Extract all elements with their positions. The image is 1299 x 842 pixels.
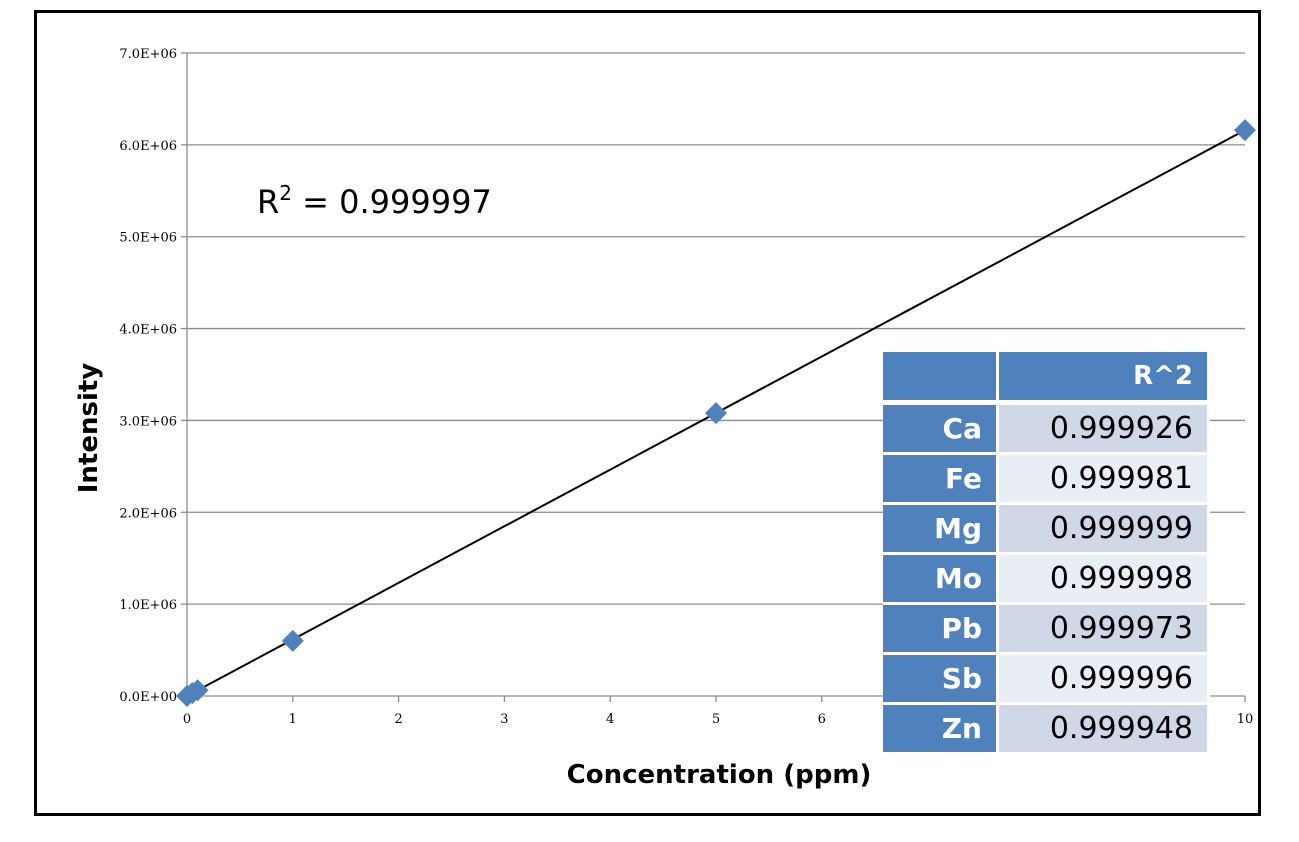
y-tick-label: 6.0E+06 [119, 139, 177, 154]
table-body: Ca 0.999926 Fe 0.999981 Mg 0.999999 Mo 0.999998… [883, 405, 1210, 755]
r-squared-annotation: R2 = 0.999997 [257, 181, 492, 221]
y-tick-label: 5.0E+06 [119, 231, 177, 246]
table-row-element: Zn [883, 705, 999, 755]
y-tick-labels: 0.0E+00 1.0E+06 2.0E+06 3.0E+06 4.0E+06 5.0E+… [119, 47, 177, 705]
table-row-value: 0.999926 [999, 405, 1210, 455]
x-tick-label: 6 [818, 712, 826, 727]
x-tick-label: 10 [1237, 712, 1254, 727]
table-row-element: Fe [883, 455, 999, 505]
table-row-value: 0.999948 [999, 705, 1210, 755]
x-tick-label: 4 [606, 712, 614, 727]
table-row-element: Pb [883, 605, 999, 655]
table-row: Fe 0.999981 [883, 455, 1210, 505]
x-axis-title: Concentration (ppm) [567, 760, 872, 790]
table-row-element: Mo [883, 555, 999, 605]
r-squared-value: = 0.999997 [292, 183, 492, 221]
x-tick-label: 0 [183, 712, 191, 727]
y-tick-label: 7.0E+06 [119, 47, 177, 62]
r-squared-label: R [257, 183, 279, 221]
table-row: Mg 0.999999 [883, 505, 1210, 555]
table-row: Zn 0.999948 [883, 705, 1210, 755]
table-row-value: 0.999996 [999, 655, 1210, 705]
table-corner-cell [883, 352, 999, 405]
y-tick-label: 3.0E+06 [119, 414, 177, 429]
table-row-element: Mg [883, 505, 999, 555]
table-row: Ca 0.999926 [883, 405, 1210, 455]
table-row: Mo 0.999998 [883, 555, 1210, 605]
table-row-element: Ca [883, 405, 999, 455]
y-tick-label: 1.0E+06 [119, 598, 177, 613]
x-tick-label: 2 [394, 712, 402, 727]
table-row: Pb 0.999973 [883, 605, 1210, 655]
table-row-value: 0.999981 [999, 455, 1210, 505]
r-squared-table: R^2 Ca 0.999926 Fe 0.999981 Mg 0.999999 Mo 0.99… [883, 352, 1210, 755]
y-tick-label: 2.0E+06 [119, 506, 177, 521]
data-point [1234, 119, 1256, 142]
table-header-r2: R^2 [999, 352, 1210, 405]
data-point [705, 402, 727, 425]
data-point [281, 629, 304, 652]
y-axis-title: Intensity [74, 363, 104, 494]
y-tick-label: 0.0E+00 [119, 690, 177, 705]
x-tick-label: 3 [500, 712, 508, 727]
x-tick-label: 1 [289, 712, 297, 727]
table-row-value: 0.999998 [999, 555, 1210, 605]
table-row: Sb 0.999996 [883, 655, 1210, 705]
r-squared-superscript: 2 [279, 181, 292, 205]
y-tick-label: 4.0E+06 [119, 323, 177, 338]
table-row-value: 0.999973 [999, 605, 1210, 655]
table-row-value: 0.999999 [999, 505, 1210, 555]
data-point [186, 679, 209, 702]
x-tick-label: 5 [712, 712, 720, 727]
data-points [176, 119, 1256, 707]
table-row-element: Sb [883, 655, 999, 705]
